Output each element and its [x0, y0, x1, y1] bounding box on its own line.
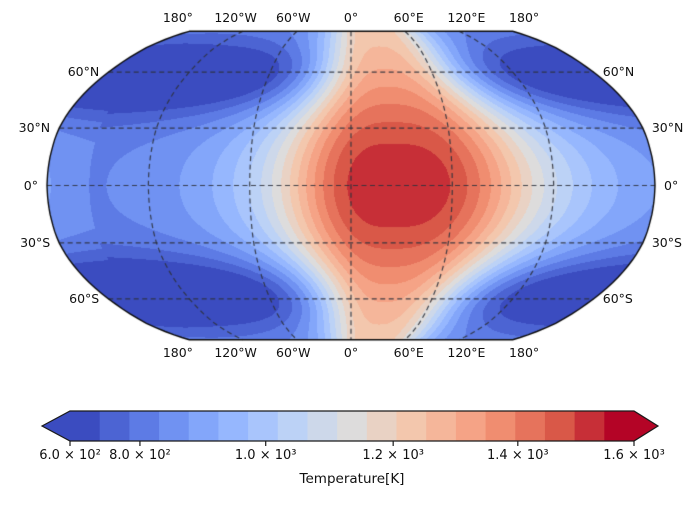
colorbar-tick-label: 1.6 × 10³ [603, 448, 665, 463]
longitude-label-bottom: 0° [343, 344, 359, 360]
colorbar-segment [188, 411, 220, 441]
longitude-label-top: 60°W [276, 9, 311, 25]
colorbar-left-arrow [42, 411, 70, 441]
latitude-label-right: 60°N [602, 63, 635, 79]
latitude-label-right: 30°N [651, 119, 684, 135]
latitude-label-right: 30°S [651, 234, 682, 250]
longitude-label-bottom: 120°E [447, 344, 486, 360]
colorbar-segment [485, 411, 516, 441]
latitude-label-left: 60°S [69, 290, 100, 306]
longitude-label-bottom: 120°W [214, 344, 257, 360]
colorbar-title: Temperature[K] [299, 471, 405, 487]
latitude-label-right: 60°S [602, 290, 633, 306]
latitude-label-left: 30°N [18, 119, 51, 135]
longitude-label-top: 180° [162, 9, 193, 25]
colorbar-segment [515, 411, 546, 441]
longitude-label-top: 0° [343, 9, 359, 25]
colorbar-segment [70, 411, 101, 441]
colorbar-tick-label: 1.2 × 10³ [362, 448, 424, 463]
colorbar-segment [337, 411, 368, 441]
colorbar-outline [40, 410, 660, 442]
colorbar-segment [455, 411, 487, 441]
colorbar-tick-label: 6.0 × 10² [39, 448, 101, 463]
colorbar-segment [366, 411, 398, 441]
colorbar-segment [159, 411, 190, 441]
colorbar-segment [396, 411, 427, 441]
longitude-label-top: 180° [509, 9, 540, 25]
colorbar-tick-label: 8.0 × 10² [109, 448, 171, 463]
longitude-label-top: 120°W [214, 9, 257, 25]
longitude-label-top: 60°E [393, 9, 424, 25]
colorbar-segment [129, 411, 160, 441]
longitude-label-bottom: 180° [162, 344, 193, 360]
colorbar-tick-label: 1.0 × 10³ [234, 448, 297, 463]
temperature-projection-map [0, 0, 700, 400]
colorbar-segment [277, 411, 309, 441]
colorbar-segment [218, 411, 249, 441]
colorbar-segment [307, 411, 338, 441]
colorbar-segment [574, 411, 605, 441]
latitude-label-left: 60°N [67, 63, 100, 79]
colorbar-segment [99, 411, 130, 441]
latitude-label-right: 0° [664, 177, 679, 193]
colorbar-segment [426, 411, 457, 441]
colorbar-right-arrow [634, 411, 658, 441]
colorbar-segment [604, 411, 635, 441]
latitude-label-left: 30°S [20, 234, 51, 250]
longitude-label-bottom: 60°E [393, 344, 424, 360]
longitude-label-bottom: 60°W [276, 344, 311, 360]
colorbar-segment [248, 411, 279, 441]
colorbar-tick-label: 1.4 × 10³ [487, 448, 549, 463]
colorbar-segment [544, 411, 576, 441]
longitude-label-bottom: 180° [509, 344, 540, 360]
latitude-label-left: 0° [23, 177, 38, 193]
longitude-label-top: 120°E [447, 9, 486, 25]
